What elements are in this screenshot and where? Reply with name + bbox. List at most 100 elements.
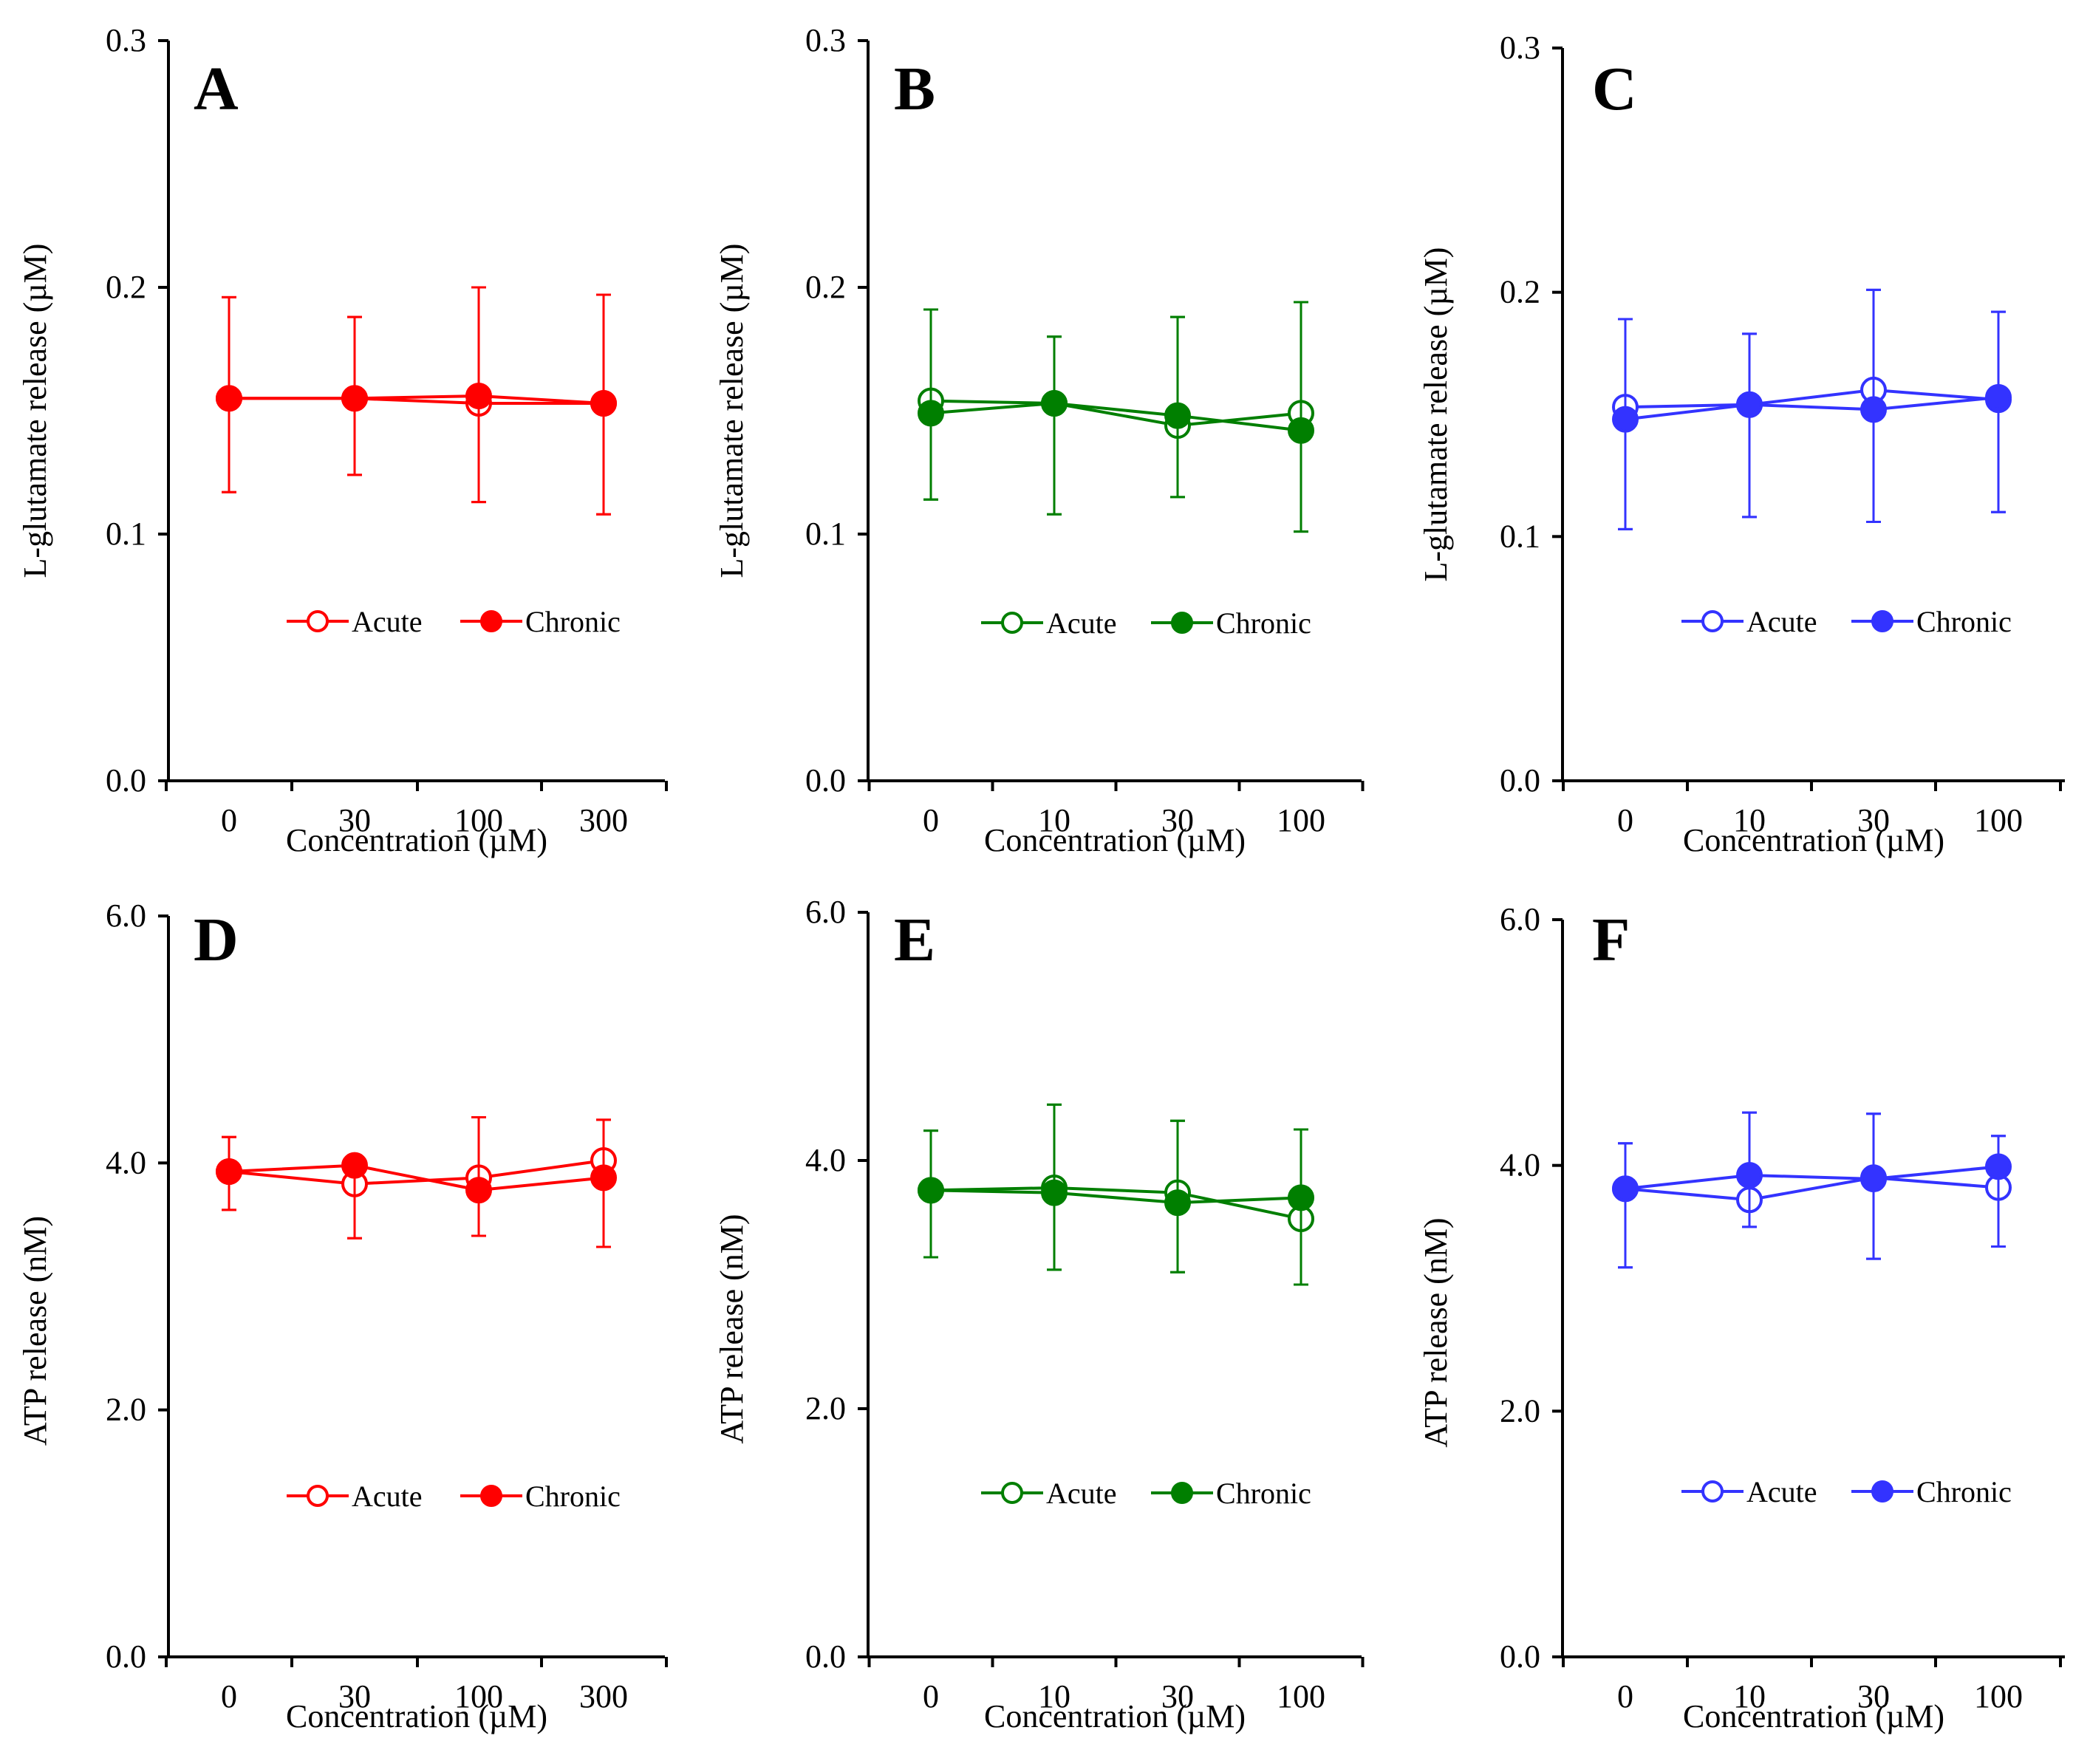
y-tick-label: 6.0 xyxy=(1500,901,1540,937)
legend-label: Acute xyxy=(1746,605,1817,638)
data-point xyxy=(1041,389,1068,417)
data-point xyxy=(1164,402,1191,429)
x-tick-label: 0 xyxy=(1617,802,1633,838)
y-axis-label: L-glutamate release (µM) xyxy=(1418,247,1454,582)
y-tick-label: 0.0 xyxy=(106,1638,146,1675)
data-point xyxy=(216,1158,242,1186)
panel-letter: A xyxy=(194,55,239,123)
series-line xyxy=(930,1189,1302,1205)
series-line xyxy=(930,1186,1302,1220)
legend: Acute Chronic xyxy=(981,1477,1311,1510)
series-line xyxy=(229,394,604,405)
x-axis-label: Concentration (µM) xyxy=(984,1698,1246,1734)
legend-label: Chronic xyxy=(1216,1477,1311,1510)
data-point xyxy=(1288,417,1314,444)
legend-label: Acute xyxy=(1046,1477,1117,1510)
x-tick-label: 30 xyxy=(1857,1678,1890,1715)
series-line xyxy=(930,399,1302,428)
x-tick-label: 100 xyxy=(1277,1678,1325,1715)
panel-e: 0.0 2.0 4.0 6.0 0 10 30 100 Concentration (µM) AT… xyxy=(714,894,1365,1734)
y-tick-label: 0.2 xyxy=(805,269,846,305)
data-point xyxy=(341,385,368,412)
x-axis-label: Concentration (µM) xyxy=(1683,1698,1944,1734)
x-tick-label: 10 xyxy=(1733,1678,1766,1715)
series-acute xyxy=(918,1103,1314,1286)
series-chronic xyxy=(918,301,1314,533)
legend-label: Acute xyxy=(1746,1475,1817,1508)
y-tick-label: 6.0 xyxy=(106,898,146,934)
legend-marker xyxy=(1001,612,1023,634)
x-tick-label: 30 xyxy=(1857,802,1890,838)
x-tick-label: 0 xyxy=(923,1678,939,1715)
legend-marker xyxy=(480,610,502,632)
x-tick-label: 100 xyxy=(454,1678,503,1715)
series-chronic xyxy=(1612,288,2012,530)
y-tick-label: 0.0 xyxy=(1500,1638,1540,1675)
data-point xyxy=(918,1177,944,1204)
data-point xyxy=(465,382,492,409)
legend-marker xyxy=(307,1485,329,1507)
data-point xyxy=(918,400,944,427)
panel-letter: B xyxy=(894,55,935,123)
x-tick-label: 30 xyxy=(338,1678,371,1715)
data-point xyxy=(1736,1161,1763,1189)
x-tick-label: 100 xyxy=(1974,1678,2023,1715)
data-point xyxy=(1612,406,1639,433)
y-tick-label: 0.3 xyxy=(1500,30,1540,66)
y-axis-label: ATP release (nM) xyxy=(1418,1217,1454,1447)
series-acute xyxy=(1612,288,2012,530)
legend: Acute Chronic xyxy=(1681,1475,2012,1508)
legend-marker xyxy=(1701,1480,1724,1503)
legend-label: Acute xyxy=(1046,606,1117,640)
x-tick-label: 0 xyxy=(1617,1678,1633,1715)
x-tick-label: 0 xyxy=(923,802,939,838)
x-tick-label: 30 xyxy=(1161,802,1194,838)
series-line xyxy=(228,1163,604,1192)
x-tick-label: 100 xyxy=(454,802,503,838)
x-tick-label: 100 xyxy=(1277,802,1325,838)
legend-label: Chronic xyxy=(1916,1475,2012,1508)
y-tick-label: 0.0 xyxy=(805,762,846,799)
data-point xyxy=(341,1152,368,1179)
panel-a: 0.0 0.1 0.2 0.3 0 30 100 300 Concentration (µM) L… xyxy=(17,22,668,858)
legend-label: Chronic xyxy=(525,1480,621,1513)
panel-c: 0.0 0.1 0.2 0.3 0 10 30 100 Concentration (µM) L-… xyxy=(1418,30,2065,858)
y-axis-label: ATP release (nM) xyxy=(17,1216,53,1446)
y-tick-label: 4.0 xyxy=(1500,1147,1540,1183)
series-chronic xyxy=(918,1103,1314,1286)
x-tick-label: 300 xyxy=(579,802,628,838)
legend-label: Acute xyxy=(352,1480,423,1513)
y-tick-label: 0.1 xyxy=(1500,518,1540,554)
legend-marker xyxy=(307,610,329,632)
series-line xyxy=(930,401,1302,432)
series-acute xyxy=(1612,1111,2012,1269)
data-point xyxy=(1985,1153,2012,1180)
panel-letter: E xyxy=(894,906,935,974)
y-tick-label: 4.0 xyxy=(805,1142,846,1178)
panel-d: 0.0 2.0 4.0 6.0 0 30 100 300 Concentration (µM) A… xyxy=(17,898,668,1734)
x-tick-label: 0 xyxy=(221,802,237,838)
y-tick-label: 0.3 xyxy=(106,22,146,58)
series-chronic xyxy=(216,1115,617,1248)
legend: Acute Chronic xyxy=(287,1480,621,1513)
y-tick-label: 0.1 xyxy=(106,516,146,552)
legend-label: Acute xyxy=(352,605,423,638)
data-point xyxy=(1041,1179,1068,1206)
x-axis-label: Concentration (µM) xyxy=(286,1698,547,1734)
panel-letter: C xyxy=(1592,55,1637,123)
x-tick-label: 300 xyxy=(579,1678,628,1715)
panel-b: 0.0 0.1 0.2 0.3 0 10 30 100 Concentration (µM) L-… xyxy=(714,22,1365,858)
legend-marker xyxy=(1171,612,1193,634)
legend: Acute Chronic xyxy=(981,606,1311,640)
y-tick-label: 2.0 xyxy=(805,1390,846,1426)
y-tick-label: 2.0 xyxy=(1500,1392,1540,1429)
series-acute xyxy=(918,301,1314,533)
legend-label: Chronic xyxy=(525,605,621,638)
series-line xyxy=(1625,1176,1999,1202)
series-line xyxy=(228,1159,604,1186)
x-tick-label: 100 xyxy=(1974,802,2023,838)
y-axis-label: ATP release (nM) xyxy=(714,1214,750,1443)
data-point xyxy=(1736,391,1763,418)
y-tick-label: 0.2 xyxy=(106,269,146,305)
x-tick-label: 30 xyxy=(338,802,371,838)
